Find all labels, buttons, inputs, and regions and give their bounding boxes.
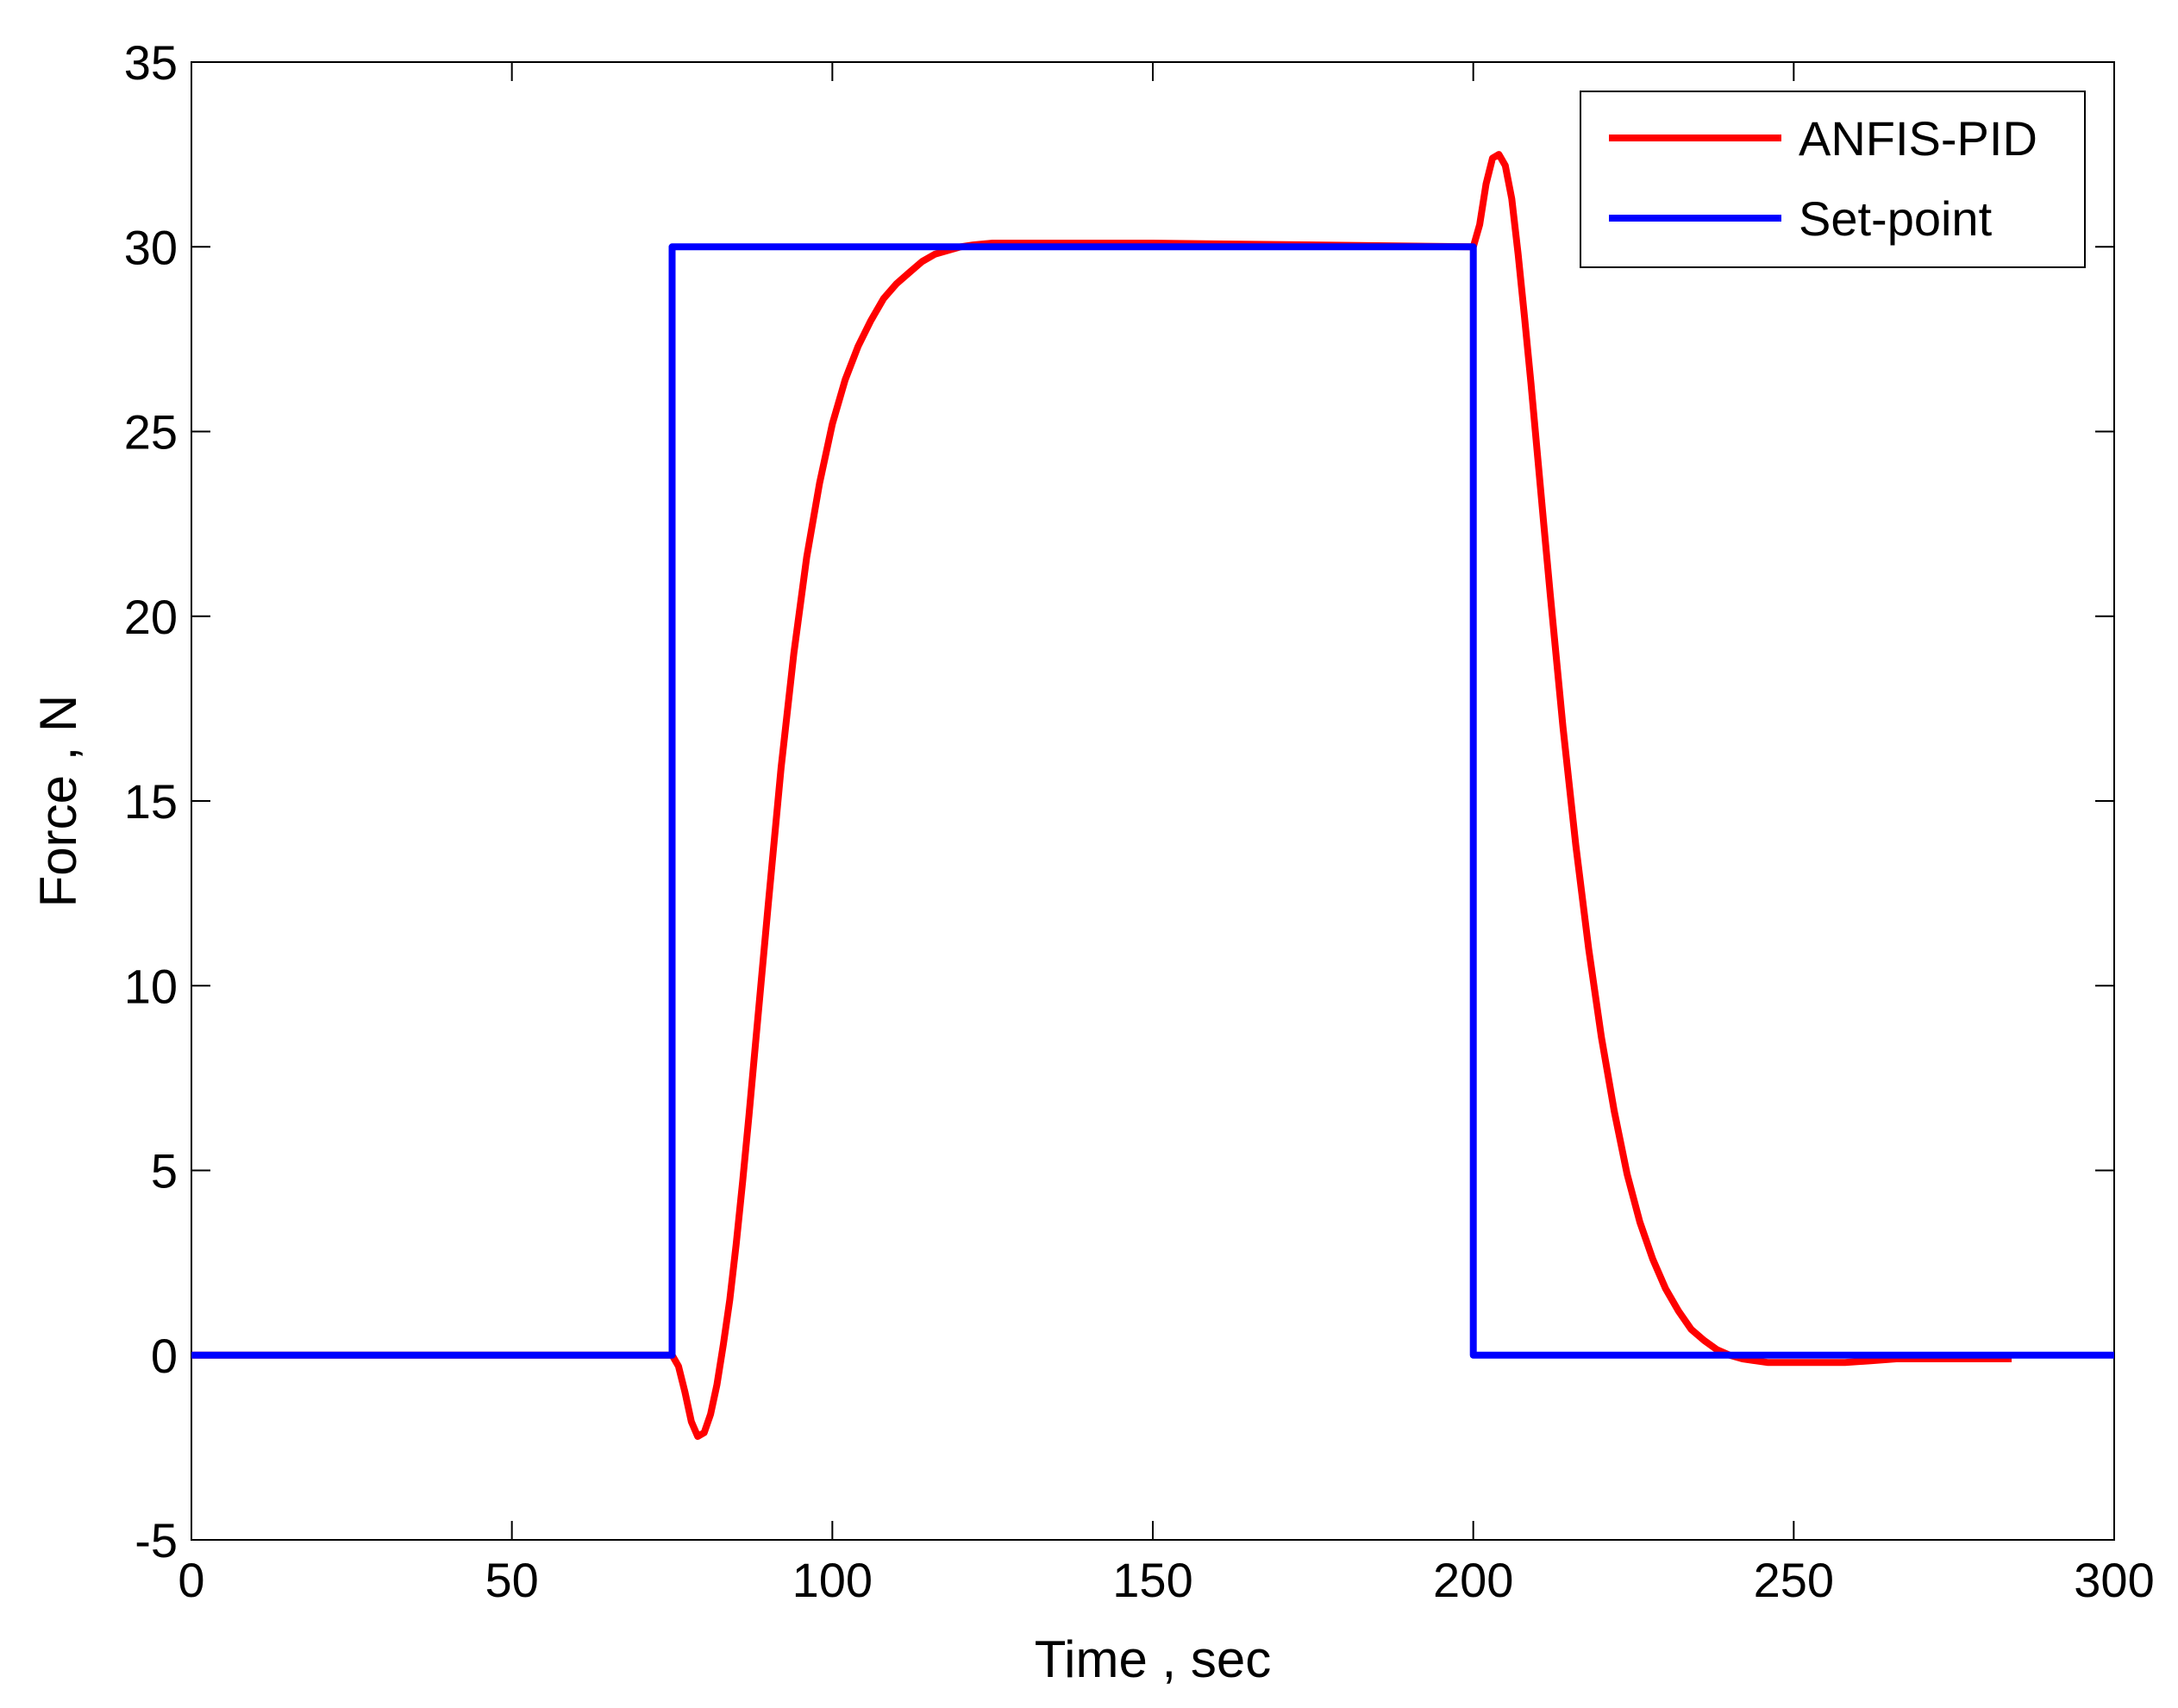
x-axis-label: Time , sec <box>1035 1630 1271 1688</box>
x-tick-label: 250 <box>1754 1553 1834 1607</box>
x-tick-label: 150 <box>1112 1553 1192 1607</box>
y-tick-labels: -5 0 5 10 15 20 25 30 35 <box>124 35 178 1567</box>
x-tick-label: 100 <box>792 1553 873 1607</box>
x-tick-label: 200 <box>1433 1553 1513 1607</box>
y-tick-label: 15 <box>124 774 178 829</box>
y-tick-label: 0 <box>151 1329 178 1383</box>
plot-area-frame <box>191 61 2115 1541</box>
y-tick-label: 20 <box>124 590 178 644</box>
x-tick-label: 300 <box>2074 1553 2154 1607</box>
x-tick-label: 0 <box>178 1553 204 1607</box>
legend-label-anfis-pid: ANFIS-PID <box>1799 111 2037 166</box>
legend: ANFIS-PID Set-point <box>1580 91 2086 268</box>
y-tick-label: 25 <box>124 405 178 460</box>
x-tick-label: 50 <box>485 1553 539 1607</box>
series-line-set-point <box>191 243 2114 1359</box>
y-tick-label: -5 <box>135 1513 178 1567</box>
series-layer <box>191 151 2114 1440</box>
y-tick-label: 10 <box>124 959 178 1013</box>
y-tick-label: 35 <box>124 35 178 90</box>
legend-box <box>1580 91 2086 268</box>
y-axis-label: Force , N <box>29 695 87 908</box>
legend-label-set-point: Set-point <box>1799 191 1993 246</box>
x-tick-labels: 0 50 100 150 200 250 300 <box>178 1553 2154 1607</box>
y-tick-label: 5 <box>151 1144 178 1198</box>
y-tick-label: 30 <box>124 220 178 274</box>
